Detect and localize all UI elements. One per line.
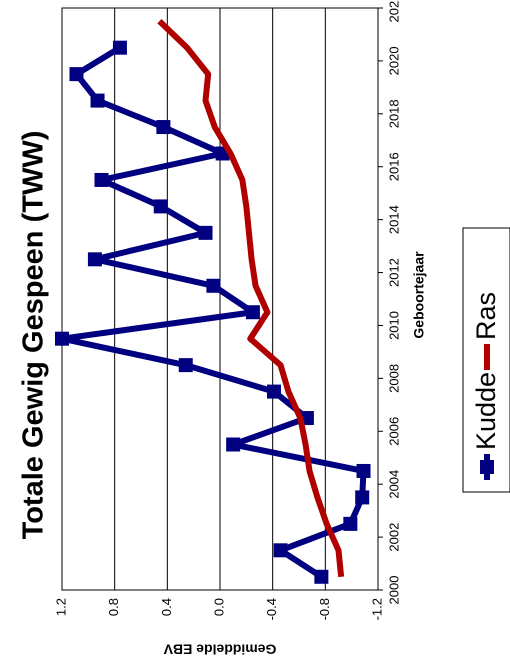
x-tick-label: 2014 — [386, 205, 401, 234]
marker — [245, 305, 260, 320]
marker — [153, 199, 168, 214]
marker — [206, 278, 221, 293]
marker — [273, 543, 288, 558]
marker — [198, 225, 213, 240]
x-tick-label: 2002 — [386, 523, 401, 552]
marker — [355, 490, 370, 505]
legend-label: Kudde — [471, 372, 501, 450]
x-tick-label: 2006 — [386, 417, 401, 446]
x-tick-label: 2018 — [386, 99, 401, 128]
marker — [90, 93, 105, 108]
marker — [112, 40, 127, 55]
y-tick-label: -0.8 — [317, 598, 332, 620]
x-tick-label: 2012 — [386, 258, 401, 287]
marker — [226, 437, 241, 452]
marker — [343, 516, 358, 531]
marker — [69, 67, 84, 82]
x-tick-label: 2016 — [386, 152, 401, 181]
y-tick-label: 0.0 — [211, 598, 226, 616]
y-tick-label: -1.2 — [369, 598, 384, 620]
marker — [55, 331, 69, 346]
marker — [178, 358, 193, 373]
marker — [94, 172, 109, 187]
y-tick-label: 0.4 — [159, 598, 174, 616]
x-tick-label: 2020 — [386, 46, 401, 75]
marker — [314, 569, 329, 584]
plot-frame — [61, 7, 379, 591]
marker — [266, 384, 281, 399]
marker — [87, 252, 102, 267]
series-line — [157, 19, 345, 578]
x-tick-label: 2008 — [386, 364, 401, 393]
x-axis-label: Geboortejaar — [411, 251, 427, 339]
x-tick-label: 2022 — [386, 0, 401, 22]
x-tick-label: 2000 — [386, 576, 401, 605]
marker — [356, 463, 371, 478]
y-tick-label: 1.2 — [53, 598, 68, 616]
x-tick-label: 2004 — [386, 470, 401, 499]
chart-title: Totale Gewig Gespeen (TWW) — [18, 131, 50, 540]
marker — [156, 120, 171, 135]
y-tick-label: -0.4 — [264, 598, 279, 620]
legend-marker — [480, 460, 494, 474]
legend-label: Ras — [471, 292, 501, 340]
y-axis-label: Gemiddelde EBV — [163, 641, 276, 657]
y-tick-label: 0.8 — [106, 598, 121, 616]
x-tick-label: 2010 — [386, 311, 401, 340]
